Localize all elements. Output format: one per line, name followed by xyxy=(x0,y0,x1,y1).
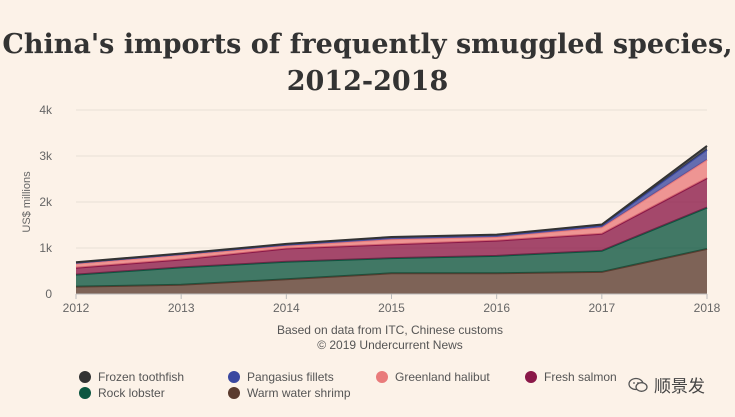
watermark-text: 顺景发 xyxy=(654,377,705,396)
legend-label: Fresh salmon xyxy=(544,370,617,384)
watermark: 顺景发 xyxy=(628,372,705,397)
y-tick-label: 4k xyxy=(39,103,53,117)
legend-item-frozen-toothfish[interactable]: Frozen toothfish xyxy=(79,370,184,384)
y-tick-label: 1k xyxy=(39,241,53,255)
legend-item-fresh-salmon[interactable]: Fresh salmon xyxy=(525,370,617,384)
area-series xyxy=(75,145,708,294)
legend-dot xyxy=(79,387,91,399)
area-fresh-salmon[interactable] xyxy=(76,178,707,275)
legend-item-warm-water-shrimp[interactable]: Warm water shrimp xyxy=(228,386,351,400)
axes: 0 1k 2k 3k 4k 2012 2013 2014 2015 2016 2017 2018 US$… xyxy=(21,103,721,315)
legend-dot xyxy=(525,371,537,383)
legend-label: Rock lobster xyxy=(98,386,165,400)
legend-label: Frozen toothfish xyxy=(98,370,185,384)
legend-label: Warm water shrimp xyxy=(247,386,351,400)
legend-label: Pangasius fillets xyxy=(247,370,334,384)
y-tick-label: 0 xyxy=(45,287,52,301)
x-tick-label: 2014 xyxy=(273,301,300,315)
chat-bubble-icon xyxy=(628,377,648,392)
x-tick-label: 2016 xyxy=(483,301,510,315)
chart-title: China's imports of frequently smuggled s… xyxy=(2,29,733,97)
legend-dot xyxy=(228,387,240,399)
legend-item-rock-lobster[interactable]: Rock lobster xyxy=(79,386,165,400)
x-tick-label: 2012 xyxy=(63,301,90,315)
x-tick-label: 2013 xyxy=(168,301,195,315)
y-tick-label: 3k xyxy=(39,149,53,163)
legend-dot xyxy=(79,371,91,383)
source-note: Based on data from ITC, Chinese customs xyxy=(276,323,504,337)
copyright-note: © 2019 Undercurrent News xyxy=(317,338,463,352)
line-frozen-toothfish xyxy=(75,145,708,264)
y-axis-label: US$ millions xyxy=(21,171,33,233)
legend-label: Greenland halibut xyxy=(395,370,490,384)
legend-item-greenland-halibut[interactable]: Greenland halibut xyxy=(376,370,490,384)
y-tick-label: 2k xyxy=(39,195,53,209)
x-tick-label: 2018 xyxy=(694,301,721,315)
legend-item-pangasius-fillets[interactable]: Pangasius fillets xyxy=(228,370,334,384)
x-tick-label: 2015 xyxy=(378,301,405,315)
x-tick-label: 2017 xyxy=(588,301,615,315)
legend-dot xyxy=(228,371,240,383)
area-rock-lobster[interactable] xyxy=(76,207,707,287)
legend-dot xyxy=(376,371,388,383)
